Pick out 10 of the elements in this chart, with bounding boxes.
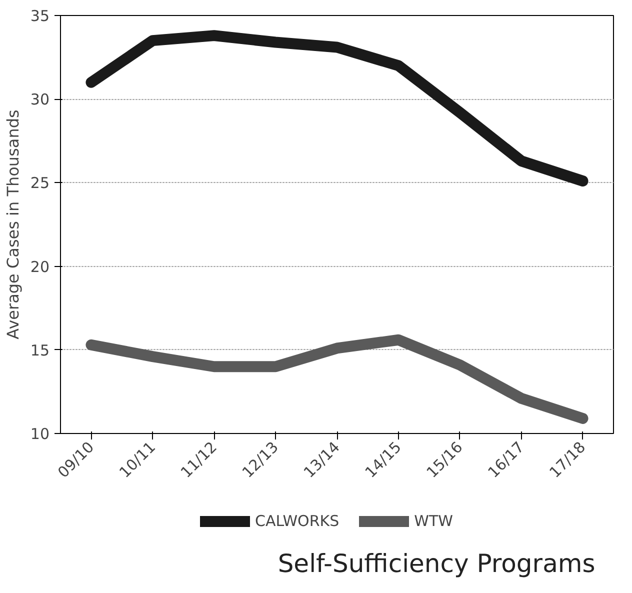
y-tick-label: 10 [30,425,50,443]
y-axis-title: Average Cases in Thousands [3,110,22,340]
y-tick-label: 35 [30,7,50,25]
legend-label: WTW [414,512,453,530]
y-tick-label: 30 [30,90,50,109]
legend-label: CALWORKS [255,512,340,530]
y-tick-label: 15 [30,341,50,360]
text: Self-Sufficiency Programs [278,548,596,578]
y-tick-label: 25 [30,174,50,192]
y-tick-label: 20 [30,258,50,276]
